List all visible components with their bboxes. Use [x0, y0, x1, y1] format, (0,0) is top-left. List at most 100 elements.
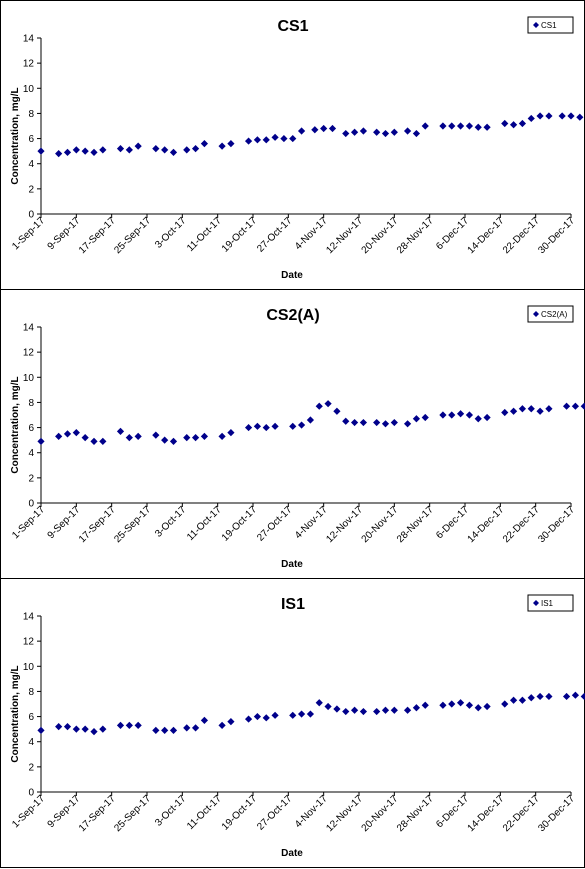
data-point — [253, 136, 262, 144]
data-point — [373, 707, 381, 716]
data-point — [501, 700, 509, 708]
x-tick-label: 14-Dec-17 — [466, 215, 507, 256]
data-point — [262, 714, 270, 722]
x-axis-label: Date — [281, 559, 303, 570]
data-point — [315, 699, 323, 707]
x-tick-label: 12-Nov-17 — [324, 504, 365, 545]
data-point — [244, 137, 253, 145]
x-axis-label: Date — [281, 848, 303, 859]
y-tick-label: 6 — [28, 134, 34, 145]
data-point — [324, 400, 332, 408]
data-point — [381, 129, 390, 138]
data-point — [315, 402, 323, 410]
chart-panel-is1: IS1 0 2 4 6 8 10 12 14 1-Sep-17 9-Sep-17 17-Sep-17 2… — [0, 578, 585, 868]
data-point — [297, 127, 306, 135]
data-point — [63, 723, 72, 731]
data-point — [81, 147, 89, 155]
x-tick-label: 3-Oct-17 — [153, 215, 189, 251]
chart-svg-cs2a: CS2(A) 0 2 4 6 8 10 12 14 1-Sep-179-Sep-1717-Sep-… — [10, 305, 585, 570]
x-tick-label: 4-Nov-17 — [293, 215, 330, 252]
data-point — [183, 434, 191, 442]
x-tick-label: 6-Dec-17 — [434, 504, 471, 541]
data-point — [558, 112, 566, 120]
data-point — [191, 434, 200, 442]
x-tick-label: 6-Dec-17 — [434, 215, 471, 252]
data-point — [116, 145, 125, 153]
data-point — [218, 721, 226, 729]
data-point — [580, 402, 585, 410]
x-tick-label: 28-Nov-17 — [395, 793, 436, 834]
legend-box — [527, 594, 574, 612]
data-point — [200, 716, 209, 724]
x-tick-label: 1-Sep-17 — [10, 793, 47, 830]
y-axis-label: Concentration, mg/L — [10, 376, 21, 473]
x-tick-label: 30-Dec-17 — [536, 793, 577, 834]
data-point — [580, 692, 585, 701]
data-point — [55, 432, 63, 440]
data-point — [306, 710, 315, 718]
data-point — [381, 420, 390, 428]
x-tick-label: 3-Oct-17 — [153, 504, 189, 540]
x-tick-label: 17-Sep-17 — [77, 504, 118, 545]
data-point — [271, 711, 279, 719]
data-point — [567, 112, 575, 120]
x-tick-label: 19-Oct-17 — [220, 793, 260, 833]
data-point — [63, 430, 72, 438]
data-point — [483, 702, 491, 711]
data-point — [562, 402, 571, 410]
data-point — [456, 122, 465, 130]
data-point — [289, 711, 297, 719]
data-point — [545, 692, 553, 701]
legend-label: CS2(A) — [541, 310, 568, 319]
data-point — [244, 715, 253, 723]
x-tick-label: 3-Oct-17 — [153, 793, 189, 829]
data-point — [527, 694, 535, 702]
data-point — [421, 701, 429, 709]
data-point — [448, 122, 456, 130]
data-point — [262, 423, 270, 432]
data-point — [72, 725, 80, 733]
x-tick-label: 25-Sep-17 — [112, 504, 153, 545]
data-point — [37, 726, 45, 734]
x-tick-label: 1-Sep-17 — [10, 215, 47, 252]
x-tick-label: 4-Nov-17 — [293, 793, 330, 830]
data-point — [90, 437, 98, 445]
x-tick-label: 19-Oct-17 — [220, 504, 260, 544]
data-point — [381, 706, 390, 714]
data-point — [474, 123, 482, 131]
data-point — [289, 134, 297, 143]
y-tick-label: 10 — [23, 662, 35, 673]
x-tick-label: 12-Nov-17 — [324, 793, 365, 834]
data-point — [465, 122, 474, 130]
chart-svg-cs1: CS1024681012141-Sep-179-Sep-1717-Sep-172… — [10, 16, 584, 281]
data-point — [448, 700, 456, 708]
legend: IS1 — [527, 594, 574, 612]
data-point — [55, 150, 63, 158]
data-point — [483, 413, 491, 422]
y-tick-label: 14 — [23, 34, 35, 45]
data-point — [253, 422, 262, 430]
data-point — [169, 437, 178, 445]
data-point — [191, 145, 200, 153]
data-point — [169, 148, 178, 156]
data-point — [501, 119, 509, 128]
x-tick-label: 28-Nov-17 — [395, 215, 436, 256]
y-tick-label: 6 — [28, 712, 34, 723]
data-point — [72, 146, 80, 154]
x-tick-label: 11-Oct-17 — [185, 793, 224, 832]
data-point — [161, 726, 169, 734]
data-point — [161, 436, 169, 444]
data-point — [297, 421, 306, 429]
legend-label: IS1 — [541, 599, 554, 608]
legend-label: CS1 — [541, 21, 557, 30]
chart-panel-cs2a: CS2(A) 0 2 4 6 8 10 12 14 1-Sep-17 9-Sep-17 17-Sep-… — [0, 289, 585, 579]
data-point — [134, 721, 142, 729]
y-tick-label: 14 — [23, 612, 35, 623]
legend-marker — [533, 22, 539, 28]
data-point — [342, 417, 350, 425]
data-point — [152, 431, 160, 439]
data-point — [571, 691, 580, 699]
data-point — [134, 142, 142, 150]
data-point — [456, 699, 465, 707]
data-point — [116, 721, 125, 729]
